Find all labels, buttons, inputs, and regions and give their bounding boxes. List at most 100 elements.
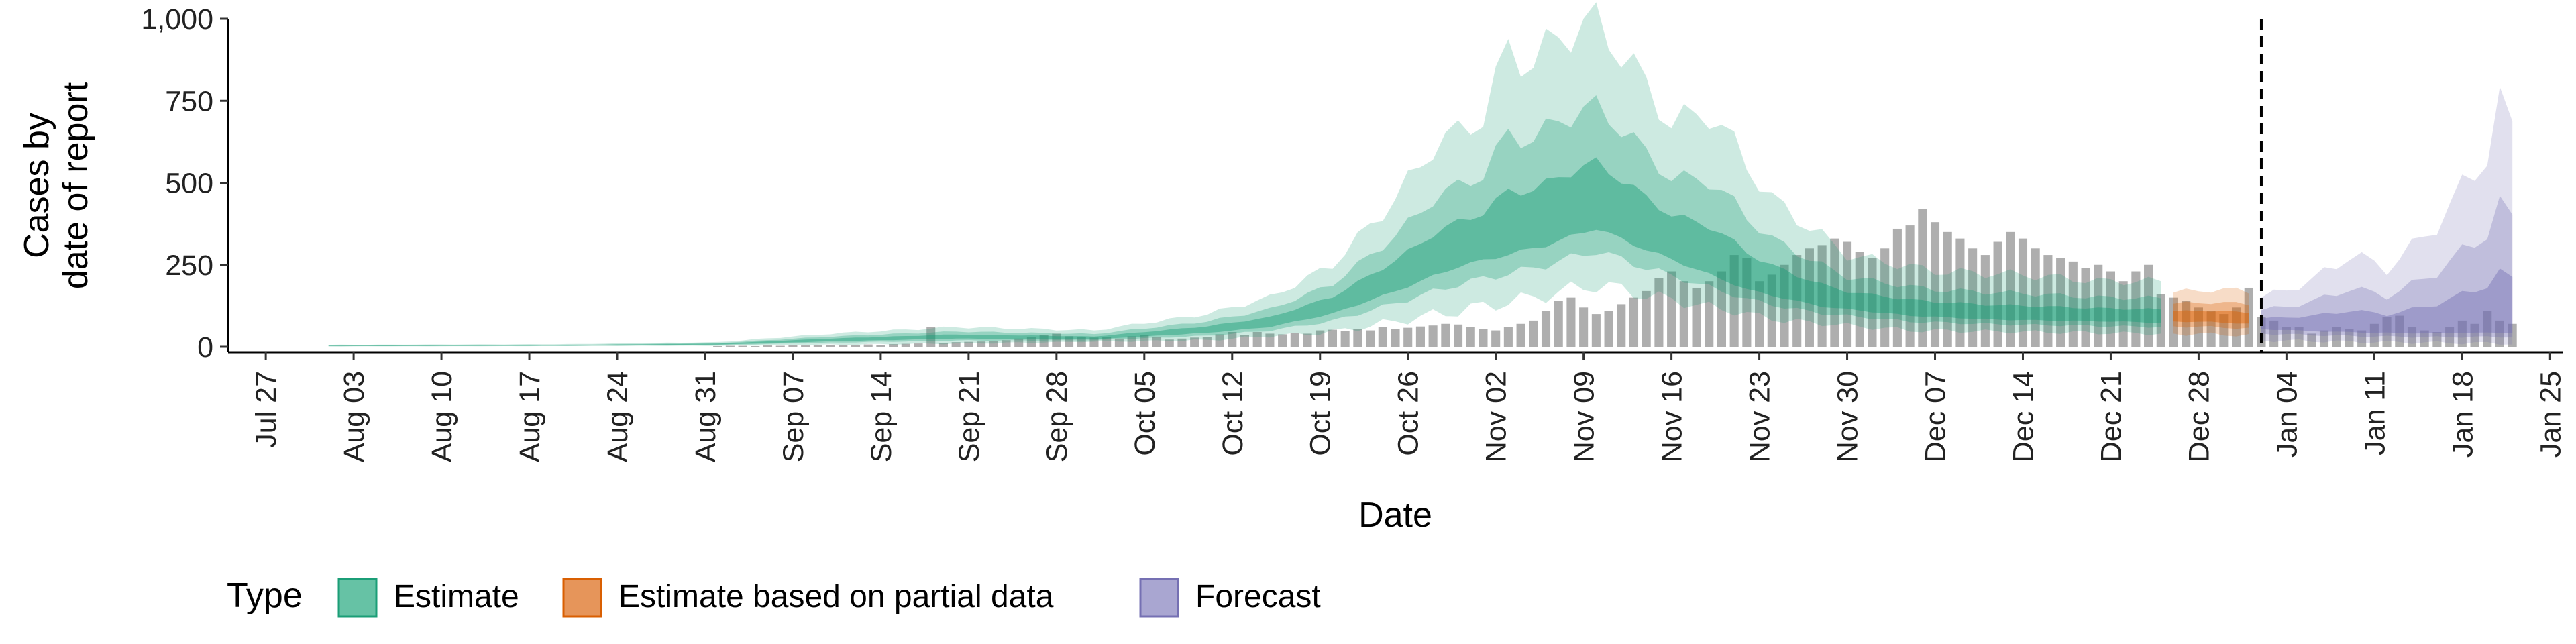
reported-cases-bar xyxy=(1529,320,1538,347)
reported-cases-bar xyxy=(1403,327,1413,347)
reported-cases-bar xyxy=(1805,248,1814,347)
reported-cases-bar xyxy=(2269,320,2279,347)
x-tick-label: Dec 28 xyxy=(2183,371,2215,462)
legend-label: Estimate based on partial data xyxy=(619,579,1054,614)
x-tick-label: Dec 07 xyxy=(1920,371,1952,462)
reported-cases-bar xyxy=(2056,258,2065,347)
reported-cases-bar xyxy=(2144,264,2153,347)
reported-cases-bar xyxy=(1541,311,1551,347)
reported-cases-bar xyxy=(713,346,722,347)
legend-key-swatch xyxy=(562,578,602,618)
reported-cases-bar xyxy=(1968,248,1978,347)
reported-cases-bar xyxy=(1667,271,1676,347)
reported-cases-bar xyxy=(1190,337,1199,347)
band-estimate-based-on-partial-data-1 xyxy=(2174,301,2249,329)
y-axis-ticks: 0 250 500 750 1,000 xyxy=(141,3,228,364)
band-forecast-2 xyxy=(2261,268,2513,334)
reported-cases-bar xyxy=(2319,330,2329,347)
reported-cases-bar xyxy=(2081,268,2090,347)
reported-cases-bar xyxy=(1792,255,1802,347)
reported-cases-bar xyxy=(1679,281,1688,347)
reported-cases-bar xyxy=(1353,329,1362,347)
reported-cases-bar xyxy=(2457,320,2467,347)
reported-cases-bar xyxy=(1868,258,1877,347)
estimate-bands xyxy=(328,2,2513,347)
reported-cases-bar xyxy=(2407,327,2417,347)
reported-cases-bars xyxy=(713,209,2517,347)
reported-cases-bar xyxy=(1642,290,1651,347)
reported-cases-bar xyxy=(1265,333,1275,347)
reported-cases-bar xyxy=(2470,323,2479,347)
reported-cases-bar xyxy=(851,345,861,347)
reported-cases-bar xyxy=(1479,329,1488,347)
reported-cases-bar xyxy=(1228,331,1237,347)
reported-cases-bar xyxy=(1705,281,1714,347)
reported-cases-bar xyxy=(2182,301,2191,347)
reported-cases-bar xyxy=(1240,335,1250,347)
x-tick-label: Aug 10 xyxy=(426,371,458,462)
x-tick-label: Dec 14 xyxy=(2007,371,2039,462)
x-tick-label: Aug 03 xyxy=(338,371,370,462)
reported-cases-bar xyxy=(1466,327,1475,347)
reported-cases-bar xyxy=(1604,311,1613,347)
reported-cases-bar xyxy=(1252,331,1262,347)
y-tick-label: 750 xyxy=(165,85,213,117)
reported-cases-bar xyxy=(1077,337,1086,347)
reported-cases-bar xyxy=(2156,294,2165,347)
reported-cases-bar xyxy=(1491,330,1501,347)
reported-cases-bar xyxy=(751,346,760,347)
reported-cases-bar xyxy=(2495,320,2504,347)
reported-cases-bar xyxy=(2357,330,2367,347)
reported-cases-bar xyxy=(1591,314,1601,347)
reported-cases-bar xyxy=(1127,336,1136,347)
reported-cases-bar xyxy=(2332,327,2341,347)
reported-cases-bar xyxy=(876,345,885,347)
reported-cases-bar xyxy=(2483,311,2492,347)
reported-cases-bar xyxy=(2445,327,2455,347)
x-tick-label: Sep 07 xyxy=(777,371,810,462)
reported-cases-bar xyxy=(1629,297,1639,347)
reported-cases-bar xyxy=(964,341,973,347)
x-tick-label: Oct 12 xyxy=(1217,371,1249,456)
reported-cases-bar xyxy=(1303,333,1312,347)
reported-cases-bar xyxy=(1340,331,1350,347)
reported-cases-bar xyxy=(1554,301,1563,347)
reported-cases-bar xyxy=(1328,329,1337,347)
reported-cases-bar xyxy=(1943,231,1952,347)
reported-cases-bar xyxy=(1039,335,1049,347)
reported-cases-bar xyxy=(1855,252,1864,347)
reported-cases-bar xyxy=(826,345,835,347)
reported-cases-bar xyxy=(839,345,848,347)
reported-cases-bar xyxy=(2094,264,2103,347)
reported-cases-bar xyxy=(1830,238,1839,347)
band-forecast-0 xyxy=(2261,87,2513,345)
x-tick-label: Jan 04 xyxy=(2271,371,2303,458)
reported-cases-bar xyxy=(1880,248,1890,347)
band-estimate-based-on-partial-data-2 xyxy=(2174,310,2249,324)
reported-cases-bar xyxy=(1102,337,1112,347)
y-tick-label: 500 xyxy=(165,168,213,200)
reported-cases-bar xyxy=(1717,271,1726,347)
reported-cases-bar xyxy=(1503,327,1513,347)
reported-cases-bar xyxy=(2194,307,2203,347)
reported-cases-bar xyxy=(813,345,822,347)
reported-cases-bar xyxy=(1742,258,1752,347)
reported-cases-bar xyxy=(977,341,986,347)
band-estimate-based-on-partial-data-0 xyxy=(2174,287,2249,337)
reported-cases-bar xyxy=(1617,304,1626,347)
reported-cases-bar xyxy=(2282,327,2291,347)
legend: Type Estimate Estimate based on partial da… xyxy=(227,576,1321,618)
reported-cases-bar xyxy=(1692,287,1701,347)
reported-cases-bar xyxy=(1202,337,1212,347)
reported-cases-bar xyxy=(1065,336,1074,347)
reported-cases-bar xyxy=(1052,333,1061,347)
reported-cases-bar xyxy=(1165,339,1174,347)
reported-cases-bar xyxy=(1026,337,1036,347)
reported-cases-bar xyxy=(2395,315,2404,347)
reported-cases-bar xyxy=(1905,225,1915,347)
reported-cases-bar xyxy=(2219,314,2229,347)
x-tick-label: Sep 28 xyxy=(1041,371,1073,462)
x-axis-ticks: Jul 27 Aug 03 Aug 10 Aug 17 Aug 24 Aug 31 Sep … xyxy=(250,352,2567,462)
x-tick-label: Sep 21 xyxy=(953,371,985,462)
